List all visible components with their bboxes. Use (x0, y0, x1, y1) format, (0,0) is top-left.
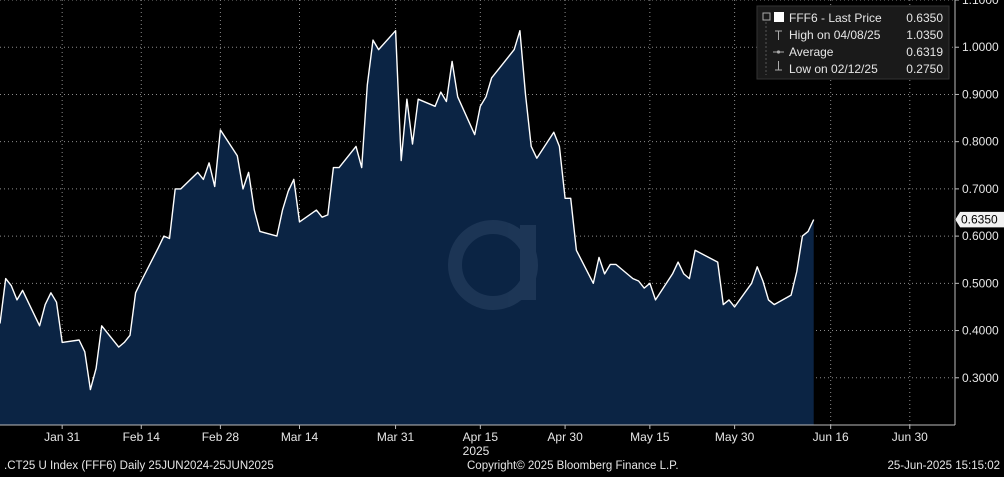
x-tick-label: Apr 30 (547, 430, 583, 444)
x-axis-year-label: 2025 (463, 444, 490, 458)
y-tick-label: 0.9000 (962, 87, 999, 101)
y-axis-ticks: 0.3000 0.4000 0.5000 0.6000 0.7000 0.8000 0.90… (955, 0, 999, 385)
legend-label-high: High on 04/08/25 (789, 28, 881, 42)
y-tick-label: 0.4000 (962, 324, 999, 338)
legend-label-low: Low on 02/12/25 (789, 62, 878, 76)
x-tick-label: Mar 31 (377, 430, 415, 444)
footer-index-info: .CT25 U Index (FFF6) Daily 25JUN2024-25J… (4, 460, 274, 472)
x-tick-label: Jun 30 (892, 430, 928, 444)
x-tick-label: Jun 16 (813, 430, 849, 444)
x-tick-label: Apr 15 (463, 430, 499, 444)
footer-copyright: Copyright© 2025 Bloomberg Finance L.P. (467, 460, 679, 472)
y-tick-label: 1.0000 (962, 40, 999, 54)
legend-value-low: 0.2750 (906, 62, 943, 76)
x-axis-ticks: Jan 31 Feb 14 Feb 28 Mar 14 Mar 31 Apr 15 Apr … (44, 425, 928, 444)
bloomberg-watermark-icon (448, 220, 538, 310)
footer-timestamp: 25-Jun-2025 15:15:02 (887, 460, 1000, 472)
price-line (0, 30, 815, 391)
legend-collapse-icon[interactable] (762, 12, 771, 21)
legend-label-last-price: FFF6 - Last Price (789, 11, 882, 25)
x-tick-label: Mar 14 (281, 430, 319, 444)
x-tick-label: May 30 (715, 430, 755, 444)
x-tick-label: Feb 28 (202, 430, 240, 444)
x-tick-label: May 15 (630, 430, 670, 444)
legend-value-last-price: 0.6350 (906, 11, 943, 25)
legend-high-marker-icon (775, 30, 782, 40)
legend: FFF6 - Last Price 0.6350 High on 04/08/2… (756, 5, 950, 80)
legend-label-average: Average (789, 45, 834, 59)
y-tick-label: 1.1000 (962, 0, 999, 7)
price-area-fill (0, 30, 814, 425)
x-tick-label: Jan 31 (44, 430, 80, 444)
y-tick-label: 0.3000 (962, 371, 999, 385)
last-price-label: 0.6350 (961, 213, 998, 227)
legend-value-average: 0.6319 (906, 45, 943, 59)
y-tick-label: 0.7000 (962, 182, 999, 196)
y-tick-label: 0.5000 (962, 276, 999, 290)
x-tick-label: Feb 14 (123, 430, 161, 444)
last-price-tag: 0.6350 (954, 211, 1004, 228)
legend-value-high: 1.0350 (906, 28, 943, 42)
legend-low-marker-icon (775, 61, 782, 71)
y-tick-label: 0.6000 (962, 229, 999, 243)
legend-box (756, 5, 950, 80)
y-tick-label: 0.8000 (962, 135, 999, 149)
legend-series-swatch-icon (774, 12, 784, 22)
